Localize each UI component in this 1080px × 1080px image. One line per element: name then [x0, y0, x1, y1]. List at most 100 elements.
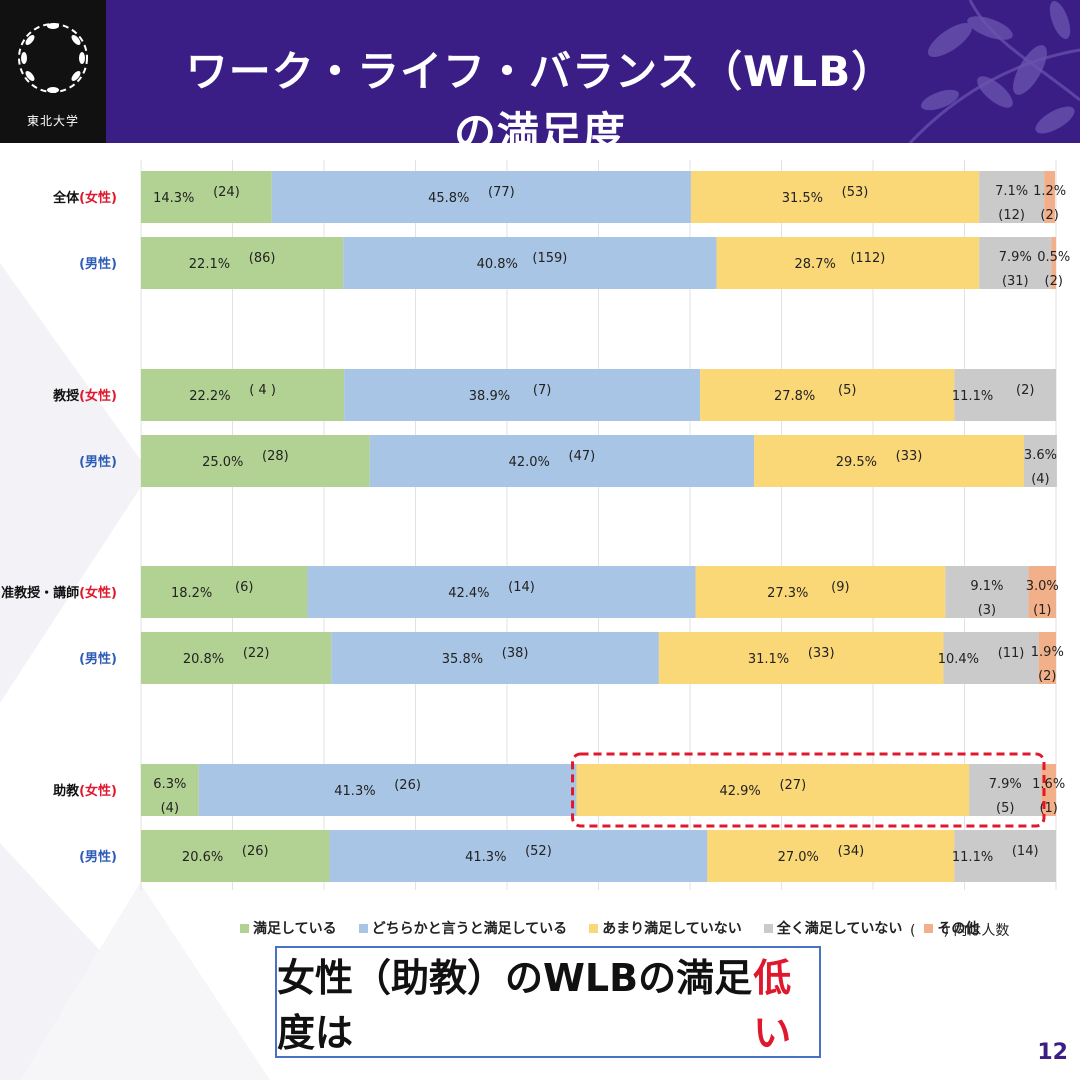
category-label: (男性): [79, 256, 117, 272]
bar-segment: [943, 632, 1039, 684]
bar-segment: [954, 369, 1056, 421]
chart-legend: 満足している どちらかと言うと満足している あまり満足していない 全く満足してい…: [240, 918, 979, 938]
data-label: 31.1%: [748, 652, 789, 667]
count-label: (34): [838, 844, 865, 859]
count-label: (52): [525, 844, 552, 859]
data-label: 6.3%: [153, 777, 186, 792]
data-label: 10.4%: [938, 652, 979, 667]
wlb-satisfaction-chart: 全体(女性) 14.3% (24) 45.8% (77) 31.5% (53) 7.1% (12…: [1, 160, 1070, 890]
data-label: 7.1%: [995, 184, 1028, 199]
legend-item-3: 全く満足していない: [763, 918, 903, 938]
data-label: 7.9%: [999, 250, 1032, 265]
data-label: 1.6%: [1032, 777, 1065, 792]
count-label: (26): [394, 778, 421, 793]
leaf-pattern-decoration: [908, 0, 1080, 143]
data-label: 22.2%: [189, 389, 230, 404]
data-label: 41.3%: [334, 784, 375, 799]
count-label: (2): [1038, 669, 1056, 684]
data-label: 3.0%: [1026, 579, 1059, 594]
count-label: (1): [1033, 603, 1051, 618]
data-label: 27.8%: [774, 389, 815, 404]
category-label: (男性): [79, 651, 117, 667]
count-label: (26): [242, 844, 269, 859]
count-label: (33): [808, 646, 835, 661]
legend-swatch-1: [358, 923, 368, 933]
legend-item-0: 満足している: [240, 918, 337, 938]
data-label: 42.0%: [509, 455, 550, 470]
count-label: (4): [1031, 472, 1049, 487]
legend-swatch-2: [589, 923, 599, 933]
legend-item-4: その他: [924, 918, 979, 938]
data-label: 42.4%: [448, 586, 489, 601]
count-label: (2): [1040, 208, 1058, 223]
bar-segment: [141, 369, 345, 421]
bar-segment: [707, 830, 955, 882]
legend-item-1: どちらかと言うと満足している: [358, 918, 568, 938]
wreath-emblem-icon: [18, 23, 88, 93]
legend-label-0: 満足している: [253, 921, 337, 937]
bar-segment: [945, 566, 1029, 618]
count-label: (7): [533, 383, 551, 398]
bar-segment: [344, 369, 701, 421]
count-label: (14): [508, 580, 535, 595]
data-label: 1.9%: [1031, 645, 1064, 660]
bar-segment: [141, 830, 330, 882]
data-label: 20.6%: [182, 850, 223, 865]
legend-swatch-4: [924, 923, 934, 933]
bar-segment: [198, 764, 577, 816]
bar-segment: [331, 632, 659, 684]
count-label: (9): [831, 580, 849, 595]
legend-label-1: どちらかと言うと満足している: [371, 921, 568, 937]
count-label: (1): [1039, 801, 1057, 816]
bar-segment: [754, 435, 1024, 487]
count-label: (6): [235, 580, 253, 595]
count-label: (31): [1002, 274, 1029, 289]
legend-label-2: あまり満足していない: [602, 921, 742, 937]
count-label: (33): [896, 449, 923, 464]
bar-segment: [979, 171, 1045, 223]
bar-segment: [969, 764, 1042, 816]
data-label: 7.9%: [989, 777, 1022, 792]
count-label: (2): [1016, 383, 1034, 398]
count-label: (5): [838, 383, 856, 398]
data-label: 9.1%: [970, 579, 1003, 594]
data-label: 42.9%: [719, 784, 760, 799]
category-label: (男性): [79, 849, 117, 865]
data-label: 38.9%: [469, 389, 510, 404]
bar-segment: [716, 237, 980, 289]
category-label: 教授(女性): [52, 388, 117, 404]
data-label: 45.8%: [428, 191, 469, 206]
data-label: 18.2%: [171, 586, 212, 601]
bar-segment: [141, 435, 370, 487]
conclusion-emphasis: 低い: [753, 956, 792, 1055]
background-triangles-decoration: [0, 263, 270, 1080]
data-label: 3.6%: [1024, 448, 1057, 463]
page-number: 12: [1037, 1040, 1068, 1065]
bar-segment: [343, 237, 717, 289]
logo-text: 東北大学: [26, 114, 79, 128]
bar-segment: [1044, 171, 1056, 223]
category-label: (男性): [79, 454, 117, 470]
bar-segment: [141, 566, 308, 618]
count-label: (77): [488, 185, 515, 200]
legend-label-3: 全く満足していない: [776, 921, 903, 937]
data-label: 0.5%: [1037, 250, 1070, 265]
data-label: 1.2%: [1033, 184, 1066, 199]
bar-segment: [954, 830, 1056, 882]
conclusion-text: 女性（助教）のWLBの満足度は: [277, 956, 753, 1055]
count-label: (112): [850, 251, 885, 266]
count-label: (159): [532, 251, 567, 266]
category-label: 全体(女性): [52, 190, 117, 206]
data-label: 27.3%: [767, 586, 808, 601]
conclusion-box: 女性（助教）のWLBの満足度は 低い: [275, 946, 821, 1058]
bar-segment: [141, 171, 272, 223]
page-title: ワーク・ライフ・バランス（WLB）の満足度: [185, 47, 895, 157]
bar-segment: [1038, 632, 1056, 684]
count-label: (4): [161, 801, 179, 816]
bar-segment: [979, 237, 1052, 289]
legend-note: ( ) 内は人数: [910, 923, 1010, 939]
count-label: (11): [998, 646, 1025, 661]
count-label: (38): [502, 646, 529, 661]
category-label: 准教授・講師(女性): [1, 585, 117, 601]
data-label: 11.1%: [952, 389, 993, 404]
